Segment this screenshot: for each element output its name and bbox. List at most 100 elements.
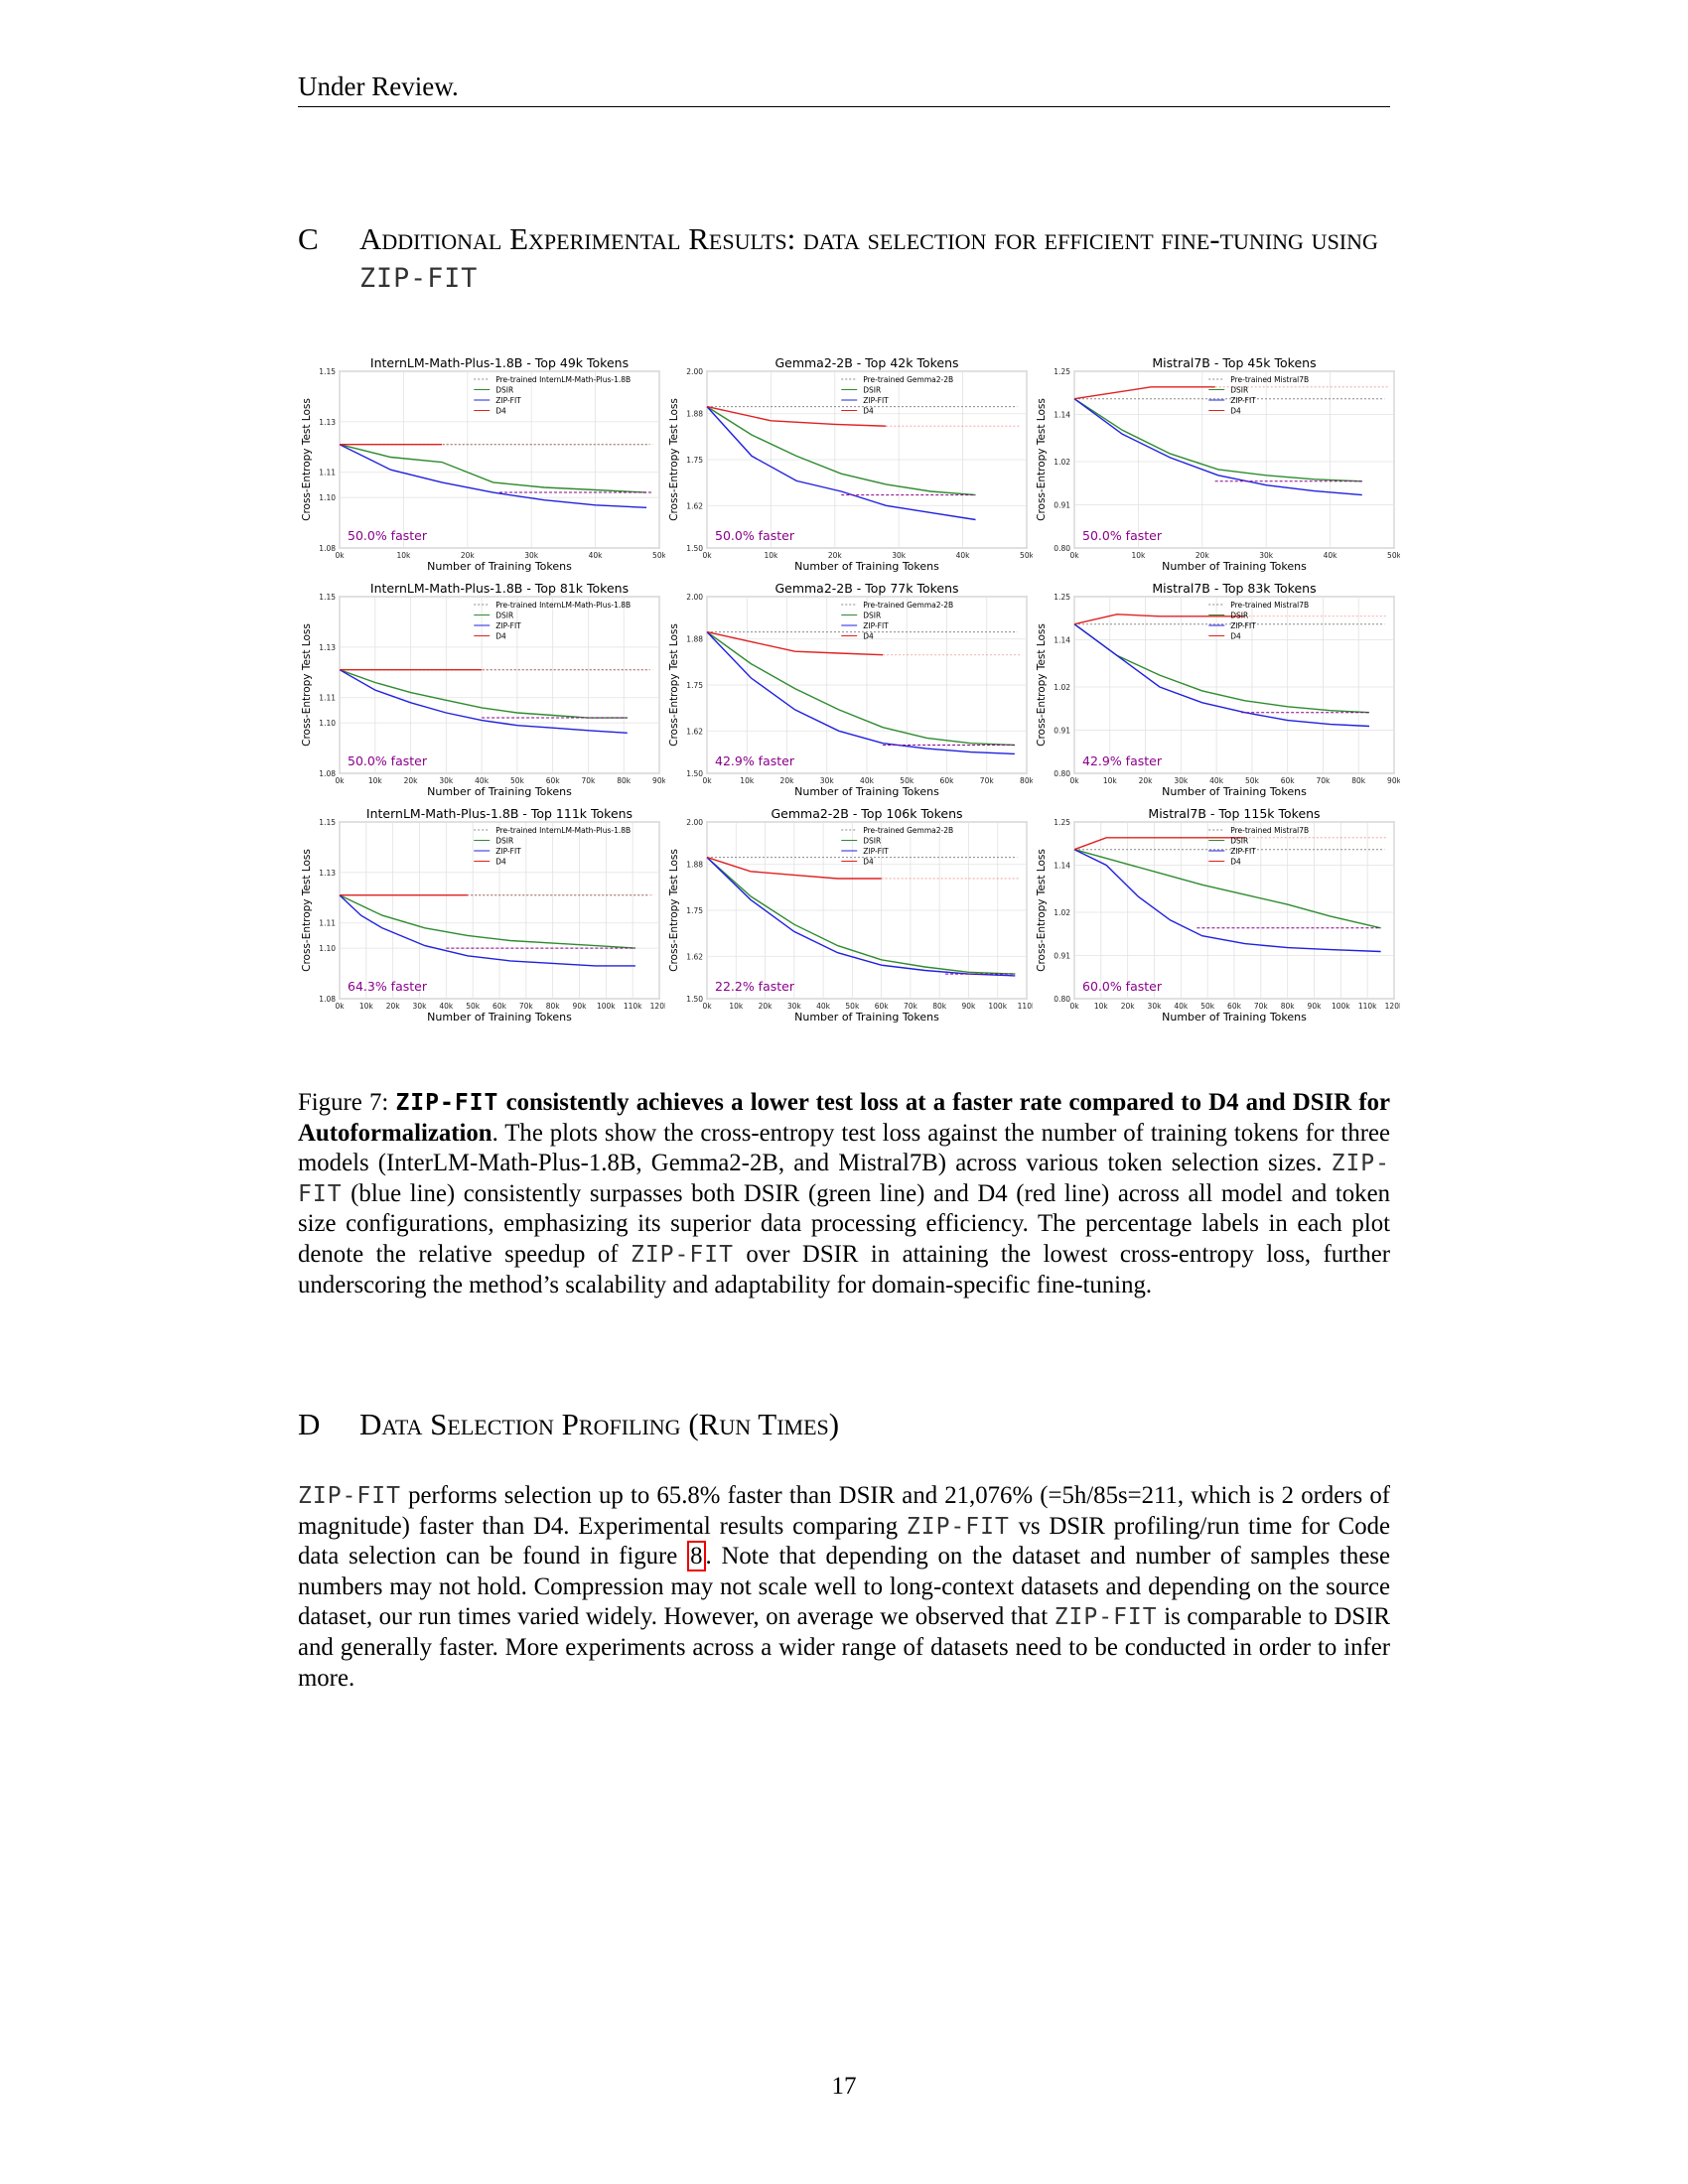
- x-tick-label: 40k: [439, 1002, 454, 1011]
- x-tick-label: 80k: [1351, 776, 1366, 785]
- x-tick-label: 30k: [413, 1002, 428, 1011]
- x-tick-label: 50k: [1245, 776, 1260, 785]
- legend-label: ZIP-FIT: [1230, 396, 1256, 405]
- x-tick-label: 40k: [475, 776, 490, 785]
- y-tick-label: 0.80: [1054, 995, 1070, 1004]
- body-text-3: . Note that depending on the dataset and…: [298, 1543, 1390, 1631]
- x-tick-label: 50k: [1387, 551, 1400, 560]
- x-tick-label: 90k: [652, 776, 665, 785]
- chart-panel: 1.08 1.10 1.11 1.13 1.15 0k 10k 20k 30k 40k 50k 60k…: [298, 581, 667, 807]
- figure-7-grid: 1.08 1.10 1.11 1.13 1.15 0k 10k 20k 30k 40k 50k Int…: [298, 355, 1404, 1024]
- x-tick-label: 0k: [1069, 1002, 1079, 1011]
- legend-label: D4: [1230, 407, 1241, 416]
- x-tick-label: 20k: [1121, 1002, 1136, 1011]
- y-tick-label: 1.13: [319, 418, 336, 427]
- chart-svg: 1.08 1.10 1.11 1.13 1.15 0k 10k 20k 30k 40k 50k Int…: [301, 355, 667, 573]
- x-tick-label: 0k: [702, 776, 712, 785]
- x-axis-label: Number of Training Tokens: [1162, 1011, 1307, 1024]
- x-tick-label: 10k: [1094, 1002, 1109, 1011]
- chart-svg: 0.80 0.91 1.02 1.14 1.25 0k 10k 20k 30k 40k 50k Mis…: [1036, 355, 1402, 573]
- y-tick-label: 1.25: [1054, 818, 1070, 827]
- x-tick-label: 60k: [1281, 776, 1296, 785]
- chart-svg: 0.80 0.91 1.02 1.14 1.25 0k 10k 20k 30k 40k 50k 60k…: [1036, 806, 1404, 1024]
- x-tick-label: 70k: [904, 1002, 918, 1011]
- x-axis-label: Number of Training Tokens: [794, 560, 939, 573]
- x-tick-label: 30k: [1259, 551, 1274, 560]
- legend-label: D4: [863, 858, 874, 867]
- body-method-3: ZIP-FIT: [1054, 1604, 1158, 1631]
- chart-svg: 1.50 1.62 1.75 1.88 2.00 0k 10k 20k 30k 40k 50k Gem…: [668, 355, 1035, 573]
- x-tick-label: 100k: [988, 1002, 1007, 1011]
- figure-8-link[interactable]: 8: [687, 1541, 706, 1572]
- legend-label: ZIP-FIT: [495, 621, 521, 630]
- y-tick-label: 1.50: [686, 769, 703, 778]
- x-tick-label: 10k: [368, 776, 383, 785]
- chart-title: InternLM-Math-Plus-1.8B - Top 81k Tokens: [370, 583, 629, 596]
- x-tick-label: 80k: [1020, 776, 1033, 785]
- x-tick-label: 30k: [524, 551, 539, 560]
- x-tick-label: 10k: [1131, 551, 1146, 560]
- x-tick-label: 20k: [461, 551, 476, 560]
- y-tick-label: 1.02: [1054, 458, 1070, 467]
- series-line-zipfit: [1073, 398, 1362, 496]
- x-tick-label: 80k: [932, 1002, 947, 1011]
- chart-svg: 1.08 1.10 1.11 1.13 1.15 0k 10k 20k 30k 40k 50k 60k…: [301, 581, 667, 798]
- legend-label: D4: [495, 632, 506, 641]
- x-tick-label: 40k: [860, 776, 875, 785]
- y-tick-label: 1.02: [1054, 683, 1070, 692]
- x-tick-label: 110k: [624, 1002, 642, 1011]
- x-tick-label: 40k: [1209, 776, 1224, 785]
- series-line-zipfit: [339, 669, 628, 734]
- x-tick-label: 40k: [956, 551, 971, 560]
- x-tick-label: 20k: [404, 776, 419, 785]
- y-tick-label: 1.13: [319, 643, 336, 652]
- x-axis-label: Number of Training Tokens: [427, 560, 572, 573]
- speedup-label: 42.9% faster: [715, 753, 795, 768]
- x-tick-label: 20k: [386, 1002, 401, 1011]
- legend-label: DSIR: [863, 386, 881, 395]
- y-tick-label: 0.80: [1054, 544, 1070, 553]
- y-tick-label: 1.15: [319, 818, 336, 827]
- section-c-title-method: ZIP-FIT: [359, 263, 479, 294]
- y-axis-label: Cross-Entropy Test Loss: [301, 849, 313, 972]
- x-tick-label: 30k: [439, 776, 454, 785]
- caption-method-1: ZIP-FIT: [298, 1151, 1390, 1207]
- legend-label: D4: [495, 858, 506, 867]
- x-tick-label: 90k: [1308, 1002, 1323, 1011]
- y-tick-label: 1.13: [319, 869, 336, 878]
- section-d-title: Data Selection Profiling (Run Times): [359, 1407, 840, 1441]
- y-tick-label: 2.00: [686, 818, 703, 827]
- y-axis-label: Cross-Entropy Test Loss: [668, 849, 680, 972]
- y-tick-label: 1.50: [686, 995, 703, 1004]
- x-tick-label: 50k: [466, 1002, 481, 1011]
- legend-label: DSIR: [495, 837, 513, 846]
- legend-label: Pre-trained Mistral7B: [1230, 826, 1309, 835]
- x-tick-label: 40k: [589, 551, 604, 560]
- series-line-zipfit: [1073, 849, 1381, 953]
- x-tick-label: 50k: [652, 551, 665, 560]
- y-axis-label: Cross-Entropy Test Loss: [1036, 398, 1048, 521]
- legend-label: DSIR: [1230, 386, 1248, 395]
- x-tick-label: 30k: [787, 1002, 802, 1011]
- chart-panel: 1.08 1.10 1.11 1.13 1.15 0k 10k 20k 30k 40k 50k Int…: [298, 355, 667, 582]
- x-tick-label: 20k: [1196, 551, 1210, 560]
- section-c-title: Additional Experimental Results: data se…: [359, 220, 1392, 298]
- x-tick-label: 60k: [546, 776, 561, 785]
- legend-label: ZIP-FIT: [495, 396, 521, 405]
- y-tick-label: 1.75: [686, 906, 703, 915]
- caption-text-2: (blue line) consistently surpasses both …: [298, 1179, 1390, 1268]
- body-text-1: performs selection up to 65.8% faster th…: [298, 1482, 1390, 1540]
- x-tick-label: 10k: [359, 1002, 374, 1011]
- series-line-d4: [706, 405, 887, 427]
- x-tick-label: 50k: [1200, 1002, 1215, 1011]
- x-axis-label: Number of Training Tokens: [427, 785, 572, 798]
- series-line-d4: [706, 630, 884, 656]
- x-axis-label: Number of Training Tokens: [794, 785, 939, 798]
- y-tick-label: 1.11: [319, 694, 336, 703]
- chart-panel: 1.08 1.10 1.11 1.13 1.15 0k 10k 20k 30k 40k 50k 60k…: [298, 806, 669, 1032]
- x-tick-label: 50k: [1020, 551, 1033, 560]
- series-line-dsir: [339, 444, 647, 493]
- x-tick-label: 90k: [1387, 776, 1400, 785]
- y-tick-label: 1.10: [319, 493, 336, 502]
- x-tick-label: 10k: [396, 551, 411, 560]
